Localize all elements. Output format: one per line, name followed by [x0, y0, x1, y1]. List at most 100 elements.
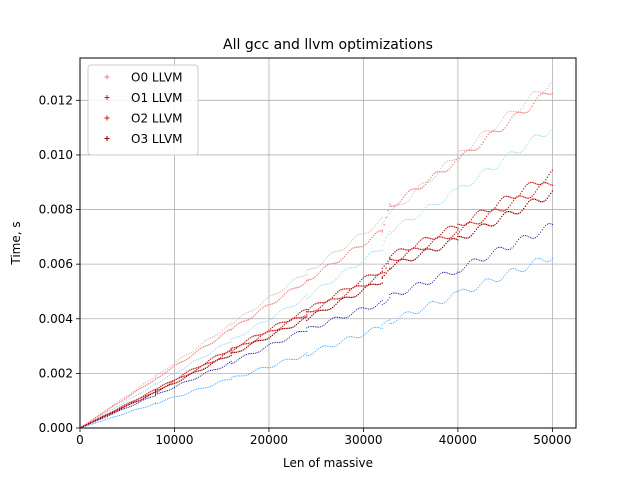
data-point [230, 352, 232, 354]
data-point [89, 424, 91, 426]
data-point [397, 318, 399, 320]
data-point [338, 290, 341, 292]
data-point [160, 401, 162, 403]
data-point [173, 372, 176, 374]
data-point [154, 391, 157, 393]
data-point [86, 422, 88, 425]
data-point [275, 301, 277, 304]
data-point [345, 268, 347, 270]
data-point [462, 269, 464, 271]
data-point [333, 317, 335, 319]
data-point [285, 339, 287, 341]
data-point [543, 260, 545, 262]
data-point [506, 272, 508, 274]
data-point [314, 267, 316, 269]
data-point [369, 230, 371, 232]
data-point [440, 248, 442, 250]
data-point [396, 319, 398, 322]
data-point [407, 200, 409, 202]
data-point [475, 288, 478, 290]
data-point [190, 368, 193, 371]
data-point [531, 105, 533, 108]
data-point [175, 385, 177, 387]
data-point [496, 127, 498, 129]
data-point [440, 171, 442, 173]
data-point [316, 302, 318, 304]
data-point [538, 257, 540, 259]
data-point [414, 245, 417, 247]
data-point [309, 278, 311, 281]
data-point [278, 362, 280, 364]
data-point [197, 370, 200, 372]
data-point [465, 237, 468, 239]
data-point [551, 169, 554, 171]
data-point [297, 358, 299, 360]
data-point [462, 184, 464, 186]
data-point [106, 418, 109, 420]
data-point [496, 222, 498, 224]
data-point [536, 257, 538, 259]
data-point [230, 348, 232, 351]
data-point [389, 256, 391, 258]
data-point [418, 215, 420, 217]
data-point [511, 197, 513, 199]
data-point [462, 288, 464, 290]
data-point [366, 285, 368, 287]
data-point [149, 382, 152, 384]
data-point [538, 200, 540, 202]
data-point [492, 280, 494, 282]
data-point [379, 230, 382, 232]
data-point [259, 308, 262, 311]
data-point [153, 384, 155, 386]
data-point [408, 290, 410, 292]
data-point [211, 342, 213, 344]
data-point [482, 169, 484, 171]
data-point [526, 203, 528, 205]
data-point [406, 291, 408, 293]
data-point [438, 236, 440, 238]
legend-box [87, 64, 199, 156]
data-point [364, 307, 366, 309]
data-point [407, 250, 410, 253]
data-point [244, 313, 246, 315]
data-point [294, 332, 296, 334]
data-point [321, 325, 323, 327]
data-point [230, 354, 232, 357]
data-point [245, 319, 248, 322]
data-point [103, 413, 105, 415]
data-point [497, 130, 500, 133]
data-point [259, 350, 261, 352]
data-point [232, 347, 234, 349]
data-point [412, 247, 415, 249]
data-point [328, 283, 330, 285]
data-point [472, 233, 474, 235]
data-point [240, 335, 243, 337]
data-point [325, 323, 327, 325]
data-point [215, 383, 217, 385]
data-point [268, 330, 270, 332]
data-point [543, 92, 545, 95]
data-point [283, 288, 285, 290]
data-point [115, 406, 117, 408]
data-point [227, 356, 229, 358]
data-point [514, 111, 516, 113]
data-point [218, 358, 220, 361]
data-point [258, 367, 260, 369]
data-point [278, 292, 280, 294]
data-point [504, 209, 506, 212]
data-point [245, 342, 248, 345]
data-point [441, 165, 444, 167]
data-point [538, 183, 540, 186]
data-point [319, 306, 322, 309]
data-point [299, 301, 301, 303]
data-point [287, 358, 289, 360]
data-point [523, 149, 525, 151]
data-point [134, 389, 136, 391]
data-point [385, 263, 387, 265]
data-point [343, 269, 346, 271]
data-point [379, 283, 382, 285]
data-point [457, 291, 459, 293]
data-point [223, 365, 225, 367]
data-point [390, 210, 392, 212]
data-point [144, 406, 146, 408]
